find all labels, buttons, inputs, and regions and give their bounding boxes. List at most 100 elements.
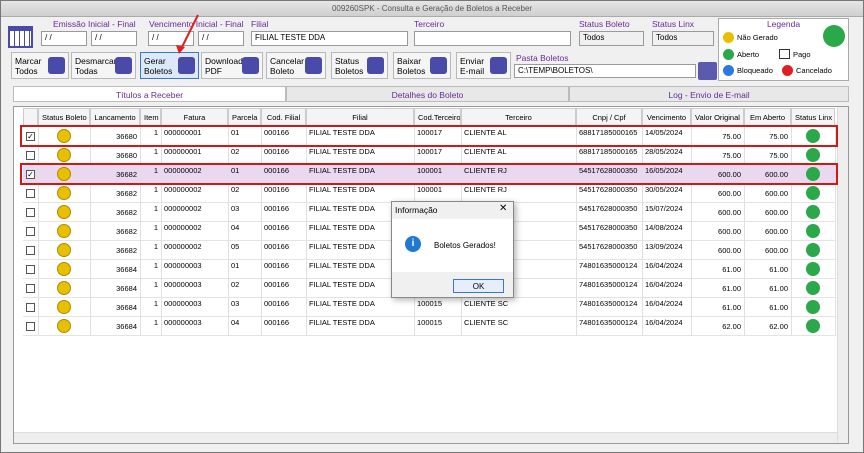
toolbar-button[interactable]: Cancelar Boleto: [266, 52, 326, 79]
vertical-scrollbar[interactable]: [837, 107, 848, 443]
legend-label: Aberto: [737, 50, 760, 59]
row-checkbox[interactable]: [26, 322, 35, 331]
legend-label: Cancelado: [796, 66, 832, 75]
table-row[interactable]: [23, 298, 835, 317]
table-cell: 75.00: [769, 132, 788, 141]
toolbar-button[interactable]: Enviar E-mail: [456, 52, 511, 79]
table-cell: 75.00: [722, 132, 741, 141]
table-cell: CLIENTE AL: [464, 147, 507, 156]
select[interactable]: Todos: [579, 31, 644, 46]
column-divider: [642, 126, 643, 336]
table-cell: 1: [153, 318, 158, 327]
status-icon: [57, 262, 71, 276]
status-icon: [57, 300, 71, 314]
button-icon: [178, 57, 195, 74]
header-cell: Parcela: [228, 108, 261, 126]
text-input[interactable]: / /: [148, 31, 194, 46]
tab[interactable]: Log - Envio de E-mail: [569, 86, 849, 102]
table-cell: 1: [153, 185, 158, 194]
table-cell: 100001: [417, 166, 443, 175]
row-checkbox[interactable]: ✓: [26, 132, 35, 141]
header-cell: Vencimento: [642, 108, 691, 126]
toolbar-button[interactable]: Status Boletos: [331, 52, 388, 79]
text-input[interactable]: / /: [41, 31, 87, 46]
table-cell: 600.00: [765, 189, 788, 198]
table-cell: 01: [231, 128, 240, 137]
status-icon: [57, 319, 71, 333]
row-checkbox[interactable]: [26, 189, 35, 198]
column-divider: [161, 126, 162, 336]
tab[interactable]: Títulos a Receber: [13, 86, 286, 102]
tab[interactable]: Detalhes do Boleto: [286, 86, 569, 102]
filter-label: Vencimento Inicial - Final: [149, 19, 244, 29]
table-cell: 75.00: [722, 151, 741, 160]
table-cell: 000000002: [164, 242, 202, 251]
table-cell: 100001: [417, 185, 443, 194]
table-cell: 03: [231, 204, 240, 213]
toolbar-button[interactable]: Baixar Boletos: [393, 52, 451, 79]
folder-icon[interactable]: [698, 62, 717, 80]
table-cell: 04: [231, 223, 240, 232]
table-cell: 000000003: [164, 318, 202, 327]
table-cell: 600.00: [765, 208, 788, 217]
table-cell: 01: [231, 261, 240, 270]
button-text: Boletos: [397, 66, 426, 76]
button-text: Enviar: [460, 56, 485, 66]
linx-icon: [806, 281, 820, 295]
table-cell: 000166: [264, 204, 290, 213]
row-checkbox[interactable]: [26, 227, 35, 236]
row-checkbox[interactable]: [26, 303, 35, 312]
toolbar-button[interactable]: Desmarcar Todas: [71, 52, 136, 79]
table-cell: 36682: [116, 246, 137, 255]
table-cell: FILIAL TESTE DDA: [309, 147, 375, 156]
text-input[interactable]: / /: [91, 31, 137, 46]
button-text: Gerar: [144, 56, 166, 66]
horizontal-scrollbar[interactable]: [14, 432, 837, 443]
toolbar-button[interactable]: Gerar Boletos: [140, 52, 199, 79]
status-icon: [57, 148, 71, 162]
linx-icon: [806, 167, 820, 181]
text-input[interactable]: / /: [198, 31, 244, 46]
dialog-button[interactable]: OK: [453, 279, 504, 293]
table-cell: 1: [153, 261, 158, 270]
row-checkbox[interactable]: [26, 265, 35, 274]
table-cell: 14/05/2024: [645, 128, 683, 137]
button-icon: [367, 57, 384, 74]
toolbar-button[interactable]: Download PDF: [201, 52, 263, 79]
legend-icon: [782, 65, 793, 76]
button-icon: [490, 57, 507, 74]
calendar-icon: [8, 26, 33, 48]
legend-icon: [723, 49, 734, 60]
text-input[interactable]: FILIAL TESTE DDA: [251, 31, 408, 46]
filter-label: Filial: [251, 19, 269, 29]
toolbar-button[interactable]: Marcar Todos: [11, 52, 69, 79]
select[interactable]: Todos: [652, 31, 714, 46]
header-cell: Status Linx: [791, 108, 835, 126]
dialog-close[interactable]: ✕: [499, 203, 508, 214]
row-checkbox[interactable]: [26, 208, 35, 217]
highlight-box: [20, 125, 838, 147]
folder-input[interactable]: C:\TEMP\BOLETOS\: [514, 64, 696, 78]
table-cell: 000166: [264, 280, 290, 289]
table-row[interactable]: [23, 317, 835, 336]
column-divider: [835, 126, 836, 336]
table-cell: 36680: [116, 132, 137, 141]
row-checkbox[interactable]: [26, 284, 35, 293]
table-cell: 16/04/2024: [645, 299, 683, 308]
table-cell: 54517628000350: [579, 166, 638, 175]
linx-icon: [806, 205, 820, 219]
header-cell: Terceiro: [461, 108, 576, 126]
table-cell: 000000002: [164, 223, 202, 232]
table-cell: FILIAL TESTE DDA: [309, 242, 375, 251]
button-text: Status: [335, 56, 360, 66]
table-cell: 000166: [264, 128, 290, 137]
table-cell: 1: [153, 128, 158, 137]
table-cell: 68817185000165: [579, 147, 638, 156]
table-cell: 30/05/2024: [645, 185, 683, 194]
row-checkbox[interactable]: [26, 151, 35, 160]
text-input[interactable]: [414, 31, 571, 46]
row-checkbox[interactable]: [26, 246, 35, 255]
row-checkbox[interactable]: ✓: [26, 170, 35, 179]
header-cell: Em Aberto: [744, 108, 791, 126]
